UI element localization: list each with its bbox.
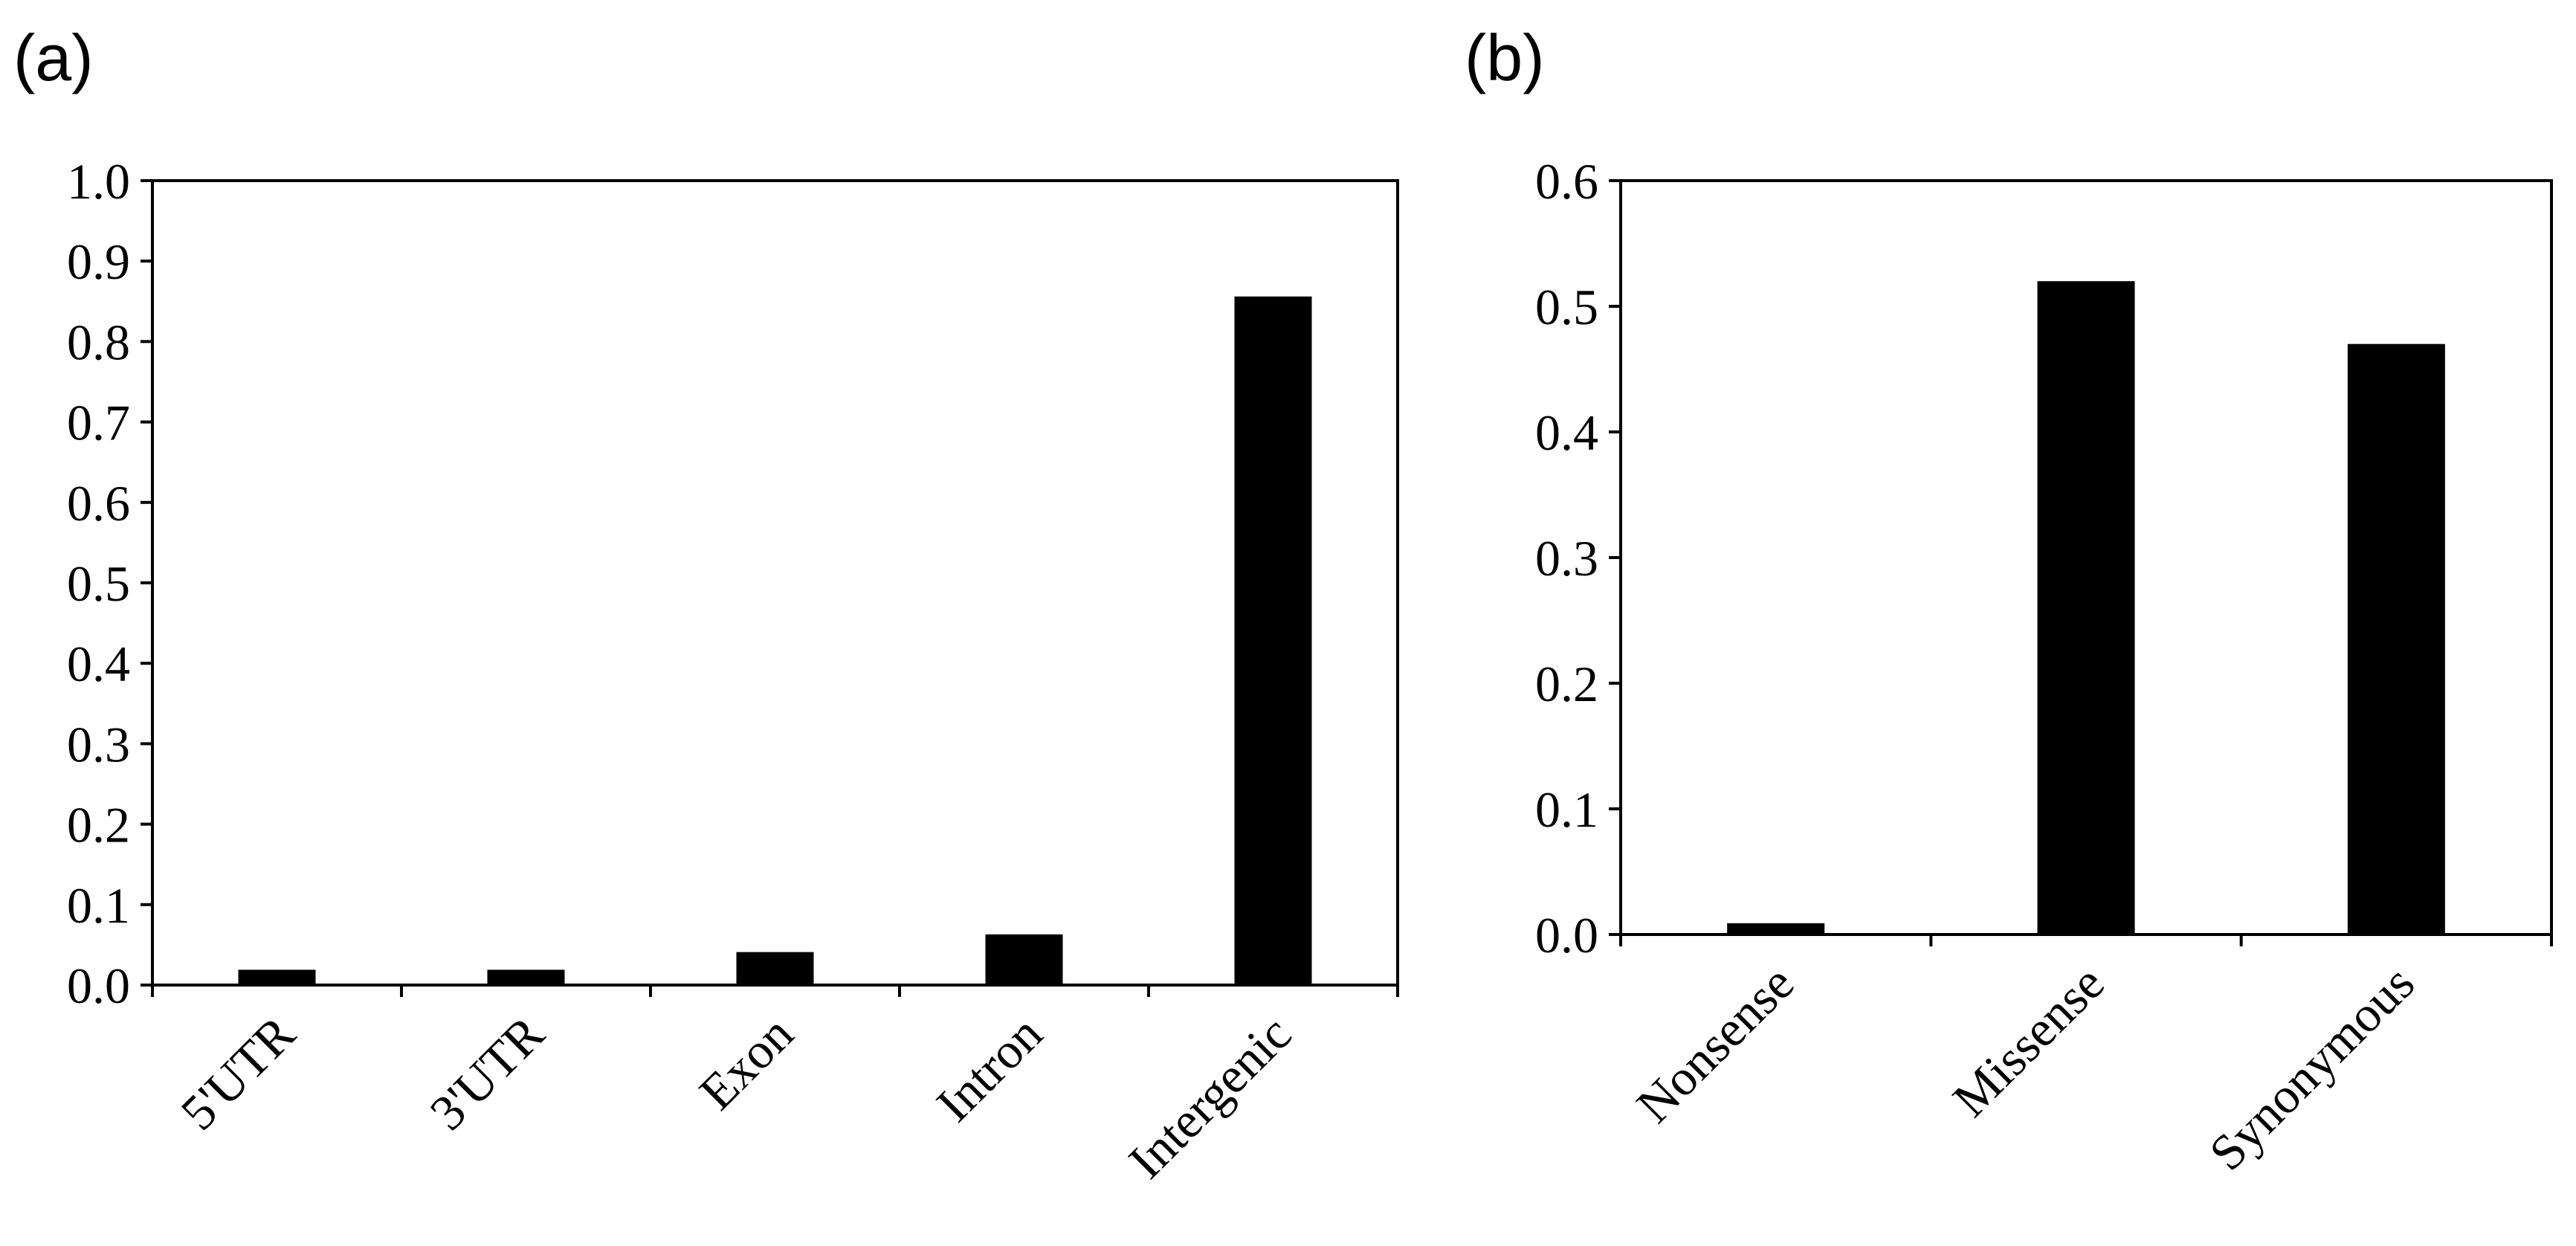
- panel-a-y-tick-label: 0.3: [67, 716, 130, 772]
- panel-b-category-label: Nonsense: [1626, 955, 1805, 1134]
- panel-a-y-tick-label: 0.0: [67, 958, 130, 1014]
- panel-b-y-tick-label: 0.4: [1535, 404, 1598, 461]
- panel-a-plot-frame: [151, 179, 1399, 987]
- panel-a-category-label: Intergenic: [1117, 1005, 1302, 1189]
- panel-a-y-tick-label: 0.8: [67, 314, 130, 370]
- panel-a-bar-4: [1234, 296, 1312, 986]
- panel-a-y-tick-label: 0.4: [67, 636, 130, 692]
- panel-a-y-tick-label: 1.0: [67, 153, 130, 210]
- panel-a-category-label: 5'UTR: [170, 1004, 306, 1140]
- panel-b-category-label: Missense: [1942, 955, 2115, 1128]
- panel-b-bar-1: [2037, 281, 2135, 934]
- panel-b-category-label: Synonymous: [2198, 955, 2425, 1181]
- panel-b-y-tick-label: 0.2: [1535, 656, 1598, 712]
- panel-a-category-label: Intron: [926, 1005, 1053, 1132]
- panel-a-y-tick-label: 0.6: [67, 475, 130, 532]
- panel-a-y-tick-label: 0.5: [67, 555, 130, 612]
- panel-a-bar-3: [985, 934, 1063, 985]
- panel-b-bar-0: [1727, 923, 1825, 934]
- panel-a-y-tick-label: 0.2: [67, 797, 130, 853]
- panel-b: (b) 0.0 0.1 0.2 0.3 0.4 0.5 0.6 Nonsense Missens…: [1465, 21, 2553, 1181]
- panel-a-bar-2: [736, 952, 814, 985]
- panel-a-y-tick-label: 0.7: [67, 395, 130, 451]
- panel-a-bar-0: [238, 969, 316, 985]
- panel-b-y-tick-label: 0.1: [1535, 781, 1598, 838]
- panel-b-label: (b): [1465, 21, 1545, 94]
- panel-b-y-tick-label: 0.0: [1535, 907, 1598, 963]
- panel-a: (a) 0.0 0.1 0.2 0.3 0.4 0.5 0.6 0.7 0.8 0.9 1.0 5'U…: [13, 21, 1399, 1189]
- panel-b-y-tick-label: 0.5: [1535, 279, 1598, 335]
- panel-a-label: (a): [13, 21, 94, 94]
- panel-b-y-tick-label: 0.6: [1535, 153, 1598, 210]
- panel-b-y-tick-label: 0.3: [1535, 530, 1598, 587]
- panel-b-bar-2: [2347, 343, 2445, 934]
- panel-a-category-label: 3'UTR: [419, 1004, 555, 1140]
- panel-a-y-tick-label: 0.1: [67, 877, 130, 934]
- panel-a-category-label: Exon: [688, 1005, 804, 1120]
- panel-a-bar-1: [487, 969, 565, 985]
- panel-a-y-tick-label: 0.9: [67, 233, 130, 290]
